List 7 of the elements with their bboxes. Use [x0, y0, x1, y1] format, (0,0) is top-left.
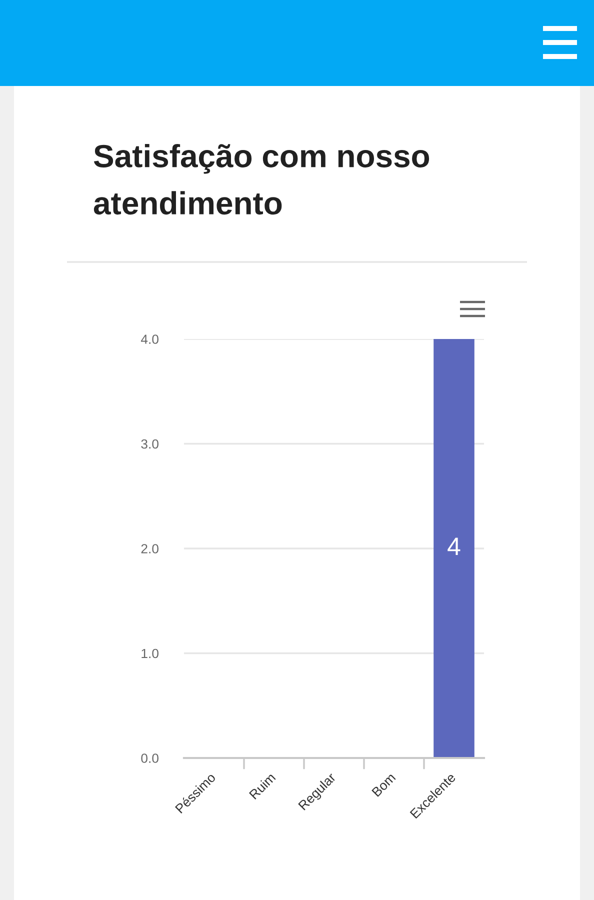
- y-tick-label: 1.0: [142, 648, 158, 658]
- y-tick-label: 2.0: [141, 544, 158, 554]
- y-tick-label: 0.0: [141, 754, 158, 763]
- y-tick-label: 4.0: [140, 334, 158, 344]
- y-tick-label: 3.0: [141, 439, 158, 449]
- chart-title: Satisfação com nosso atendimento: [94, 144, 430, 215]
- data-label: 4: [448, 538, 460, 555]
